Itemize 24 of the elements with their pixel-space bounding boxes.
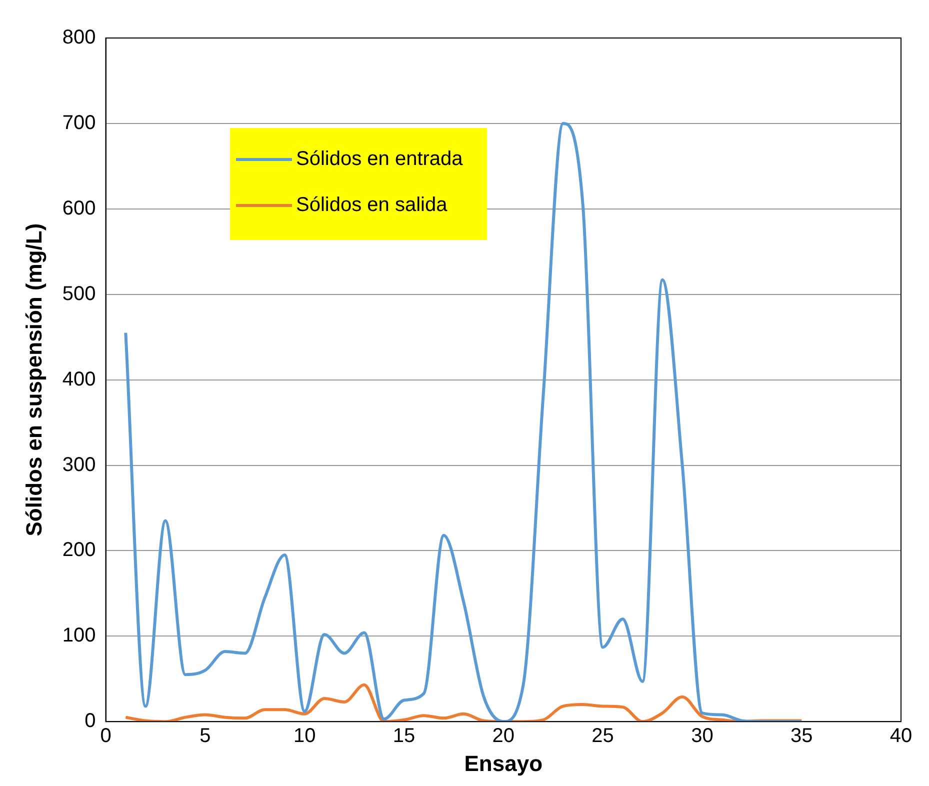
x-tick-label: 5 <box>200 725 211 748</box>
x-tick-label: 40 <box>890 725 912 748</box>
y-tick-label: 600 <box>62 197 96 220</box>
y-tick-label: 400 <box>62 368 96 390</box>
y-tick-label: 200 <box>62 539 96 562</box>
x-tick-label: 25 <box>592 725 614 748</box>
x-tick-label: 0 <box>100 725 112 748</box>
line-series <box>124 122 804 722</box>
y-tick-label: 100 <box>62 624 96 647</box>
x-axis-title: Ensayo <box>464 750 543 776</box>
y-tick-label: 500 <box>62 282 96 305</box>
x-tick-label: 30 <box>691 725 714 748</box>
x-tick-label: 15 <box>392 725 416 748</box>
x-tick-label: 20 <box>492 725 515 748</box>
x-tick-label: 35 <box>790 725 813 748</box>
line-series <box>124 683 804 722</box>
y-tick-label: 0 <box>84 710 96 732</box>
legend-label: Sólidos en salida <box>296 194 448 216</box>
y-axis-title: Sólidos en suspensión (mg/L) <box>21 223 46 536</box>
x-tick-label: 10 <box>293 725 316 748</box>
y-tick-label: 800 <box>62 26 96 49</box>
y-tick-label: 300 <box>62 454 96 476</box>
legend-label: Sólidos en entrada <box>296 148 463 170</box>
y-tick-label: 700 <box>62 112 96 134</box>
